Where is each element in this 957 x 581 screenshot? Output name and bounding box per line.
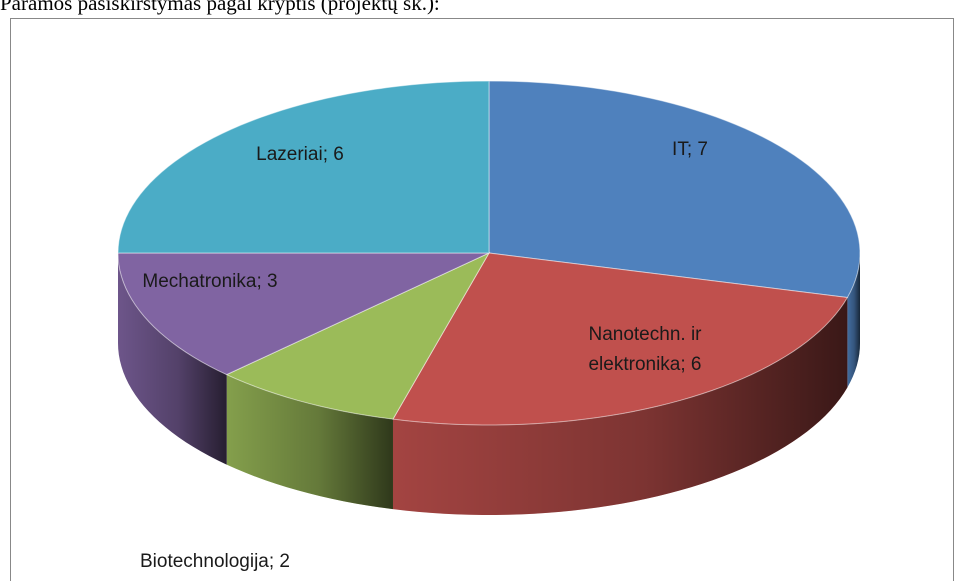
pie-slice	[488, 80, 861, 299]
pie-slice	[117, 80, 490, 254]
pie-side-shade	[226, 374, 393, 510]
chart-frame	[10, 18, 954, 581]
pie-slice	[392, 252, 849, 426]
pie-slice	[117, 252, 490, 376]
data-label: Nanotechn. ir elektronika; 6	[588, 324, 702, 375]
pie-side-shade	[392, 297, 848, 515]
data-label: Mechatronika; 3	[142, 271, 278, 292]
pie-slice	[225, 251, 491, 420]
data-label: IT; 7	[672, 139, 708, 160]
pie-side-shade	[847, 253, 860, 388]
data-label: Biotechnologija; 2	[140, 551, 290, 572]
chart-title: Paramos pasiskirstymas pagal kryptis (pr…	[0, 0, 440, 15]
pie-side-shade	[118, 253, 227, 465]
data-label: Lazeriai; 6	[256, 144, 344, 165]
